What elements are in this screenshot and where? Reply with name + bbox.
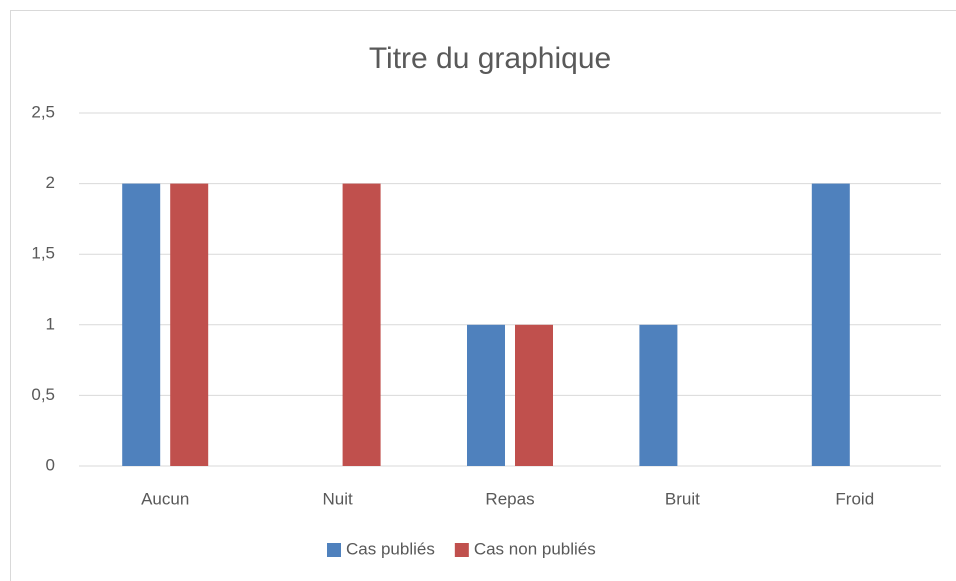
bar — [515, 324, 553, 466]
legend-label: Cas non publiés — [474, 539, 596, 558]
y-tick-label: 1 — [46, 314, 55, 333]
bar — [639, 324, 678, 466]
chart-frame — [10, 10, 956, 581]
chart-title: Titre du graphique — [369, 42, 611, 75]
legend-swatch — [327, 543, 341, 557]
x-tick-label: Froid — [835, 489, 874, 508]
legend-swatch — [454, 543, 469, 557]
bar — [342, 183, 381, 466]
x-tick-label: Repas — [485, 489, 534, 508]
y-tick-label: 0 — [46, 455, 55, 474]
y-tick-label: 1,5 — [31, 244, 55, 263]
y-tick-label: 2 — [46, 173, 55, 192]
x-tick-label: Bruit — [665, 489, 700, 508]
bar — [467, 324, 505, 466]
y-tick-label: 0,5 — [31, 385, 55, 404]
y-tick-label: 2,5 — [31, 102, 55, 121]
x-tick-label: Nuit — [322, 489, 353, 508]
bar — [811, 183, 850, 466]
bar — [170, 183, 209, 466]
x-tick-label: Aucun — [141, 489, 189, 508]
legend-label: Cas publiés — [346, 539, 435, 558]
bar — [122, 183, 161, 466]
